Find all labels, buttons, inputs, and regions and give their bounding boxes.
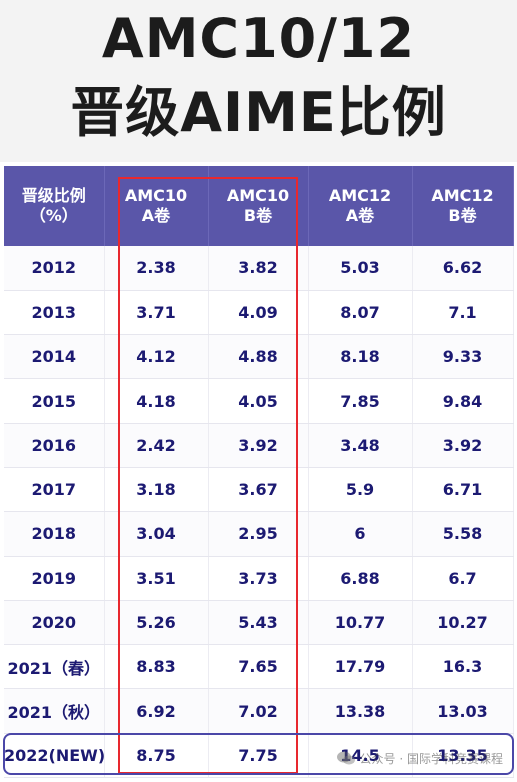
cell-amc10b: 7.65: [208, 644, 309, 690]
cell-amc10a: 2.38: [104, 246, 209, 291]
table-row: 2018 3.04 2.95 6 5.58: [4, 511, 514, 557]
row-year: 2015: [4, 378, 105, 424]
cell-amc10b: 7.02: [208, 688, 309, 734]
cell-amc10b: 4.09: [208, 290, 309, 336]
cell-amc10b: 5.43: [208, 600, 309, 646]
cell-amc10a: 8.83: [104, 644, 209, 690]
row-year: 2021（秋）: [4, 688, 105, 734]
table-row: 2017 3.18 3.67 5.9 6.71: [4, 467, 514, 513]
row-year: 2017: [4, 467, 105, 513]
cell-amc10a: 4.12: [104, 334, 209, 380]
page-title: AMC10/12: [101, 7, 416, 70]
cell-amc12b: 5.58: [412, 511, 514, 557]
row-year: 2016: [4, 423, 105, 468]
row-year: 2022(NEW): [4, 733, 105, 779]
cell-amc12a: 17.79: [308, 644, 413, 690]
title-banner: AMC10/12 晋级AIME比例: [0, 0, 517, 162]
table-row: 2015 4.18 4.05 7.85 9.84: [4, 378, 514, 424]
row-year: 2020: [4, 600, 105, 646]
cell-amc10b: 7.75: [208, 733, 309, 779]
header-amc10b: AMC10 B卷: [208, 166, 309, 246]
cell-amc10b: 3.82: [208, 246, 309, 291]
cell-amc12a: 6.88: [308, 556, 413, 601]
row-year: 2012: [4, 246, 105, 291]
cell-amc12a: 8.18: [308, 334, 413, 380]
watermark: 公众号 · 国际学科竞赛课程: [336, 748, 503, 768]
cell-amc10a: 3.18: [104, 467, 209, 513]
table-row: 2021（春） 8.83 7.65 17.79 16.3: [4, 644, 514, 690]
cell-amc10a: 5.26: [104, 600, 209, 646]
table-row: 2013 3.71 4.09 8.07 7.1: [4, 290, 514, 336]
aime-ratio-table: 晋级比例 （%） AMC10 A卷 AMC10 B卷 AMC12 A卷 AMC12 B卷 …: [4, 166, 514, 779]
table-row: 2012 2.38 3.82 5.03 6.62: [4, 246, 514, 291]
watermark-text: 公众号 · 国际学科竞赛课程: [359, 751, 503, 766]
cell-amc12b: 13.03: [412, 688, 514, 734]
table-row: 2020 5.26 5.43 10.77 10.27: [4, 600, 514, 646]
row-year: 2019: [4, 556, 105, 601]
header-amc10a: AMC10 A卷: [104, 166, 209, 246]
cell-amc10a: 3.71: [104, 290, 209, 336]
cell-amc12b: 6.7: [412, 556, 514, 601]
cell-amc10b: 2.95: [208, 511, 309, 557]
header-amc12b: AMC12 B卷: [412, 166, 514, 246]
cell-amc12a: 3.48: [308, 423, 413, 468]
cell-amc12a: 14.5: [308, 733, 413, 779]
cell-amc10a: 4.18: [104, 378, 209, 424]
cell-amc12b: 16.3: [412, 644, 514, 690]
table-row: 2016 2.42 3.92 3.48 3.92: [4, 423, 514, 468]
cell-amc12a: 5.9: [308, 467, 413, 513]
cell-amc12b: 9.84: [412, 378, 514, 424]
cell-amc10a: 3.51: [104, 556, 209, 601]
table-row: 2019 3.51 3.73 6.88 6.7: [4, 556, 514, 601]
cell-amc10a: 3.04: [104, 511, 209, 557]
header-amc12a: AMC12 A卷: [308, 166, 413, 246]
cell-amc10a: 6.92: [104, 688, 209, 734]
cell-amc12b: 6.71: [412, 467, 514, 513]
cell-amc10a: 2.42: [104, 423, 209, 468]
header-ratio: 晋级比例 （%）: [4, 166, 105, 246]
cell-amc12a: 7.85: [308, 378, 413, 424]
cell-amc12b: 6.62: [412, 246, 514, 291]
cell-amc10a: 8.75: [104, 733, 209, 779]
cell-amc12a: 5.03: [308, 246, 413, 291]
cell-amc10b: 4.88: [208, 334, 309, 380]
table-header-row: 晋级比例 （%） AMC10 A卷 AMC10 B卷 AMC12 A卷 AMC12 B卷: [4, 166, 514, 246]
cell-amc12b: 9.33: [412, 334, 514, 380]
cell-amc12a: 8.07: [308, 290, 413, 336]
row-year: 2014: [4, 334, 105, 380]
cell-amc12b: 7.1: [412, 290, 514, 336]
cell-amc10b: 3.73: [208, 556, 309, 601]
cell-amc12b: 10.27: [412, 600, 514, 646]
cell-amc12a: 13.38: [308, 688, 413, 734]
cell-amc10b: 3.92: [208, 423, 309, 468]
table-row-new: 2022(NEW) 8.75 7.75 14.5 13.35: [4, 733, 514, 779]
cell-amc12b: 13.35: [412, 733, 514, 779]
cell-amc12a: 6: [308, 511, 413, 557]
cell-amc10b: 3.67: [208, 467, 309, 513]
cell-amc12b: 3.92: [412, 423, 514, 468]
cell-amc10b: 4.05: [208, 378, 309, 424]
page-subtitle: 晋级AIME比例: [70, 81, 447, 144]
cell-amc12a: 10.77: [308, 600, 413, 646]
table-row: 2014 4.12 4.88 8.18 9.33: [4, 334, 514, 380]
row-year: 2021（春）: [4, 644, 105, 690]
row-year: 2013: [4, 290, 105, 336]
wechat-icon: [336, 750, 356, 766]
row-year: 2018: [4, 511, 105, 557]
table-row: 2021（秋） 6.92 7.02 13.38 13.03: [4, 688, 514, 734]
